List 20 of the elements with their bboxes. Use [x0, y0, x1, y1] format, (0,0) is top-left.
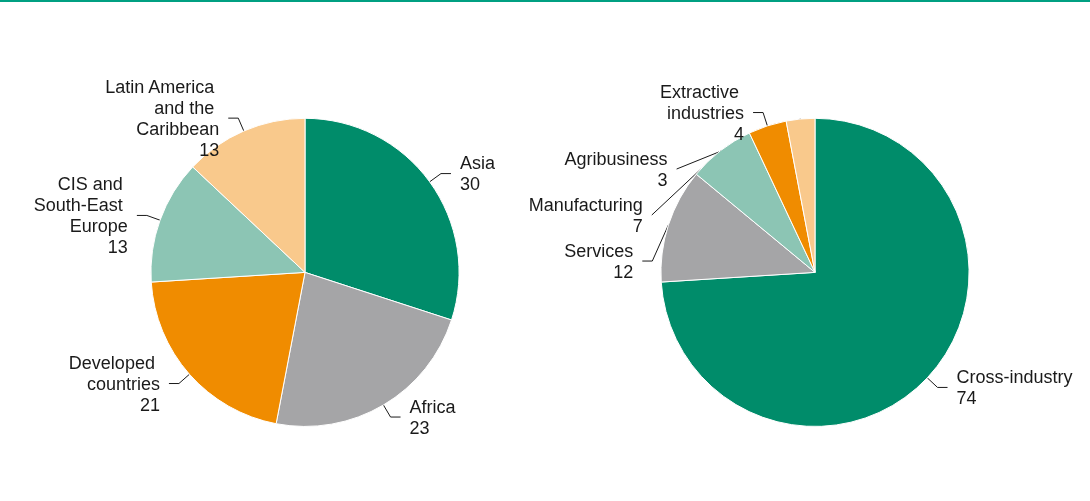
data-label: 7 [632, 215, 643, 236]
data-label: 23 [409, 417, 430, 438]
slice-label: CIS and South-East Europe [33, 173, 128, 236]
slice-label: Asia [459, 153, 496, 174]
slice-label: Latin America and the Caribbean [105, 76, 220, 139]
data-label: 74 [956, 387, 977, 408]
data-label: 12 [613, 261, 634, 282]
slice-label: Services [564, 240, 634, 261]
data-label: 3 [657, 169, 668, 190]
slice-label: Extractive industries [660, 81, 745, 123]
data-label: 13 [107, 236, 128, 257]
slice-label: Africa [409, 396, 457, 417]
data-label: 13 [199, 139, 220, 160]
slice-label: Manufacturing [528, 194, 643, 215]
slice-label: Developed countries [68, 352, 160, 394]
slice-label: Cross-industry [956, 366, 1073, 387]
data-label: 21 [139, 394, 160, 415]
data-label: 30 [459, 174, 480, 195]
data-label: 4 [734, 123, 745, 144]
slice-label: Agribusiness [564, 148, 668, 169]
